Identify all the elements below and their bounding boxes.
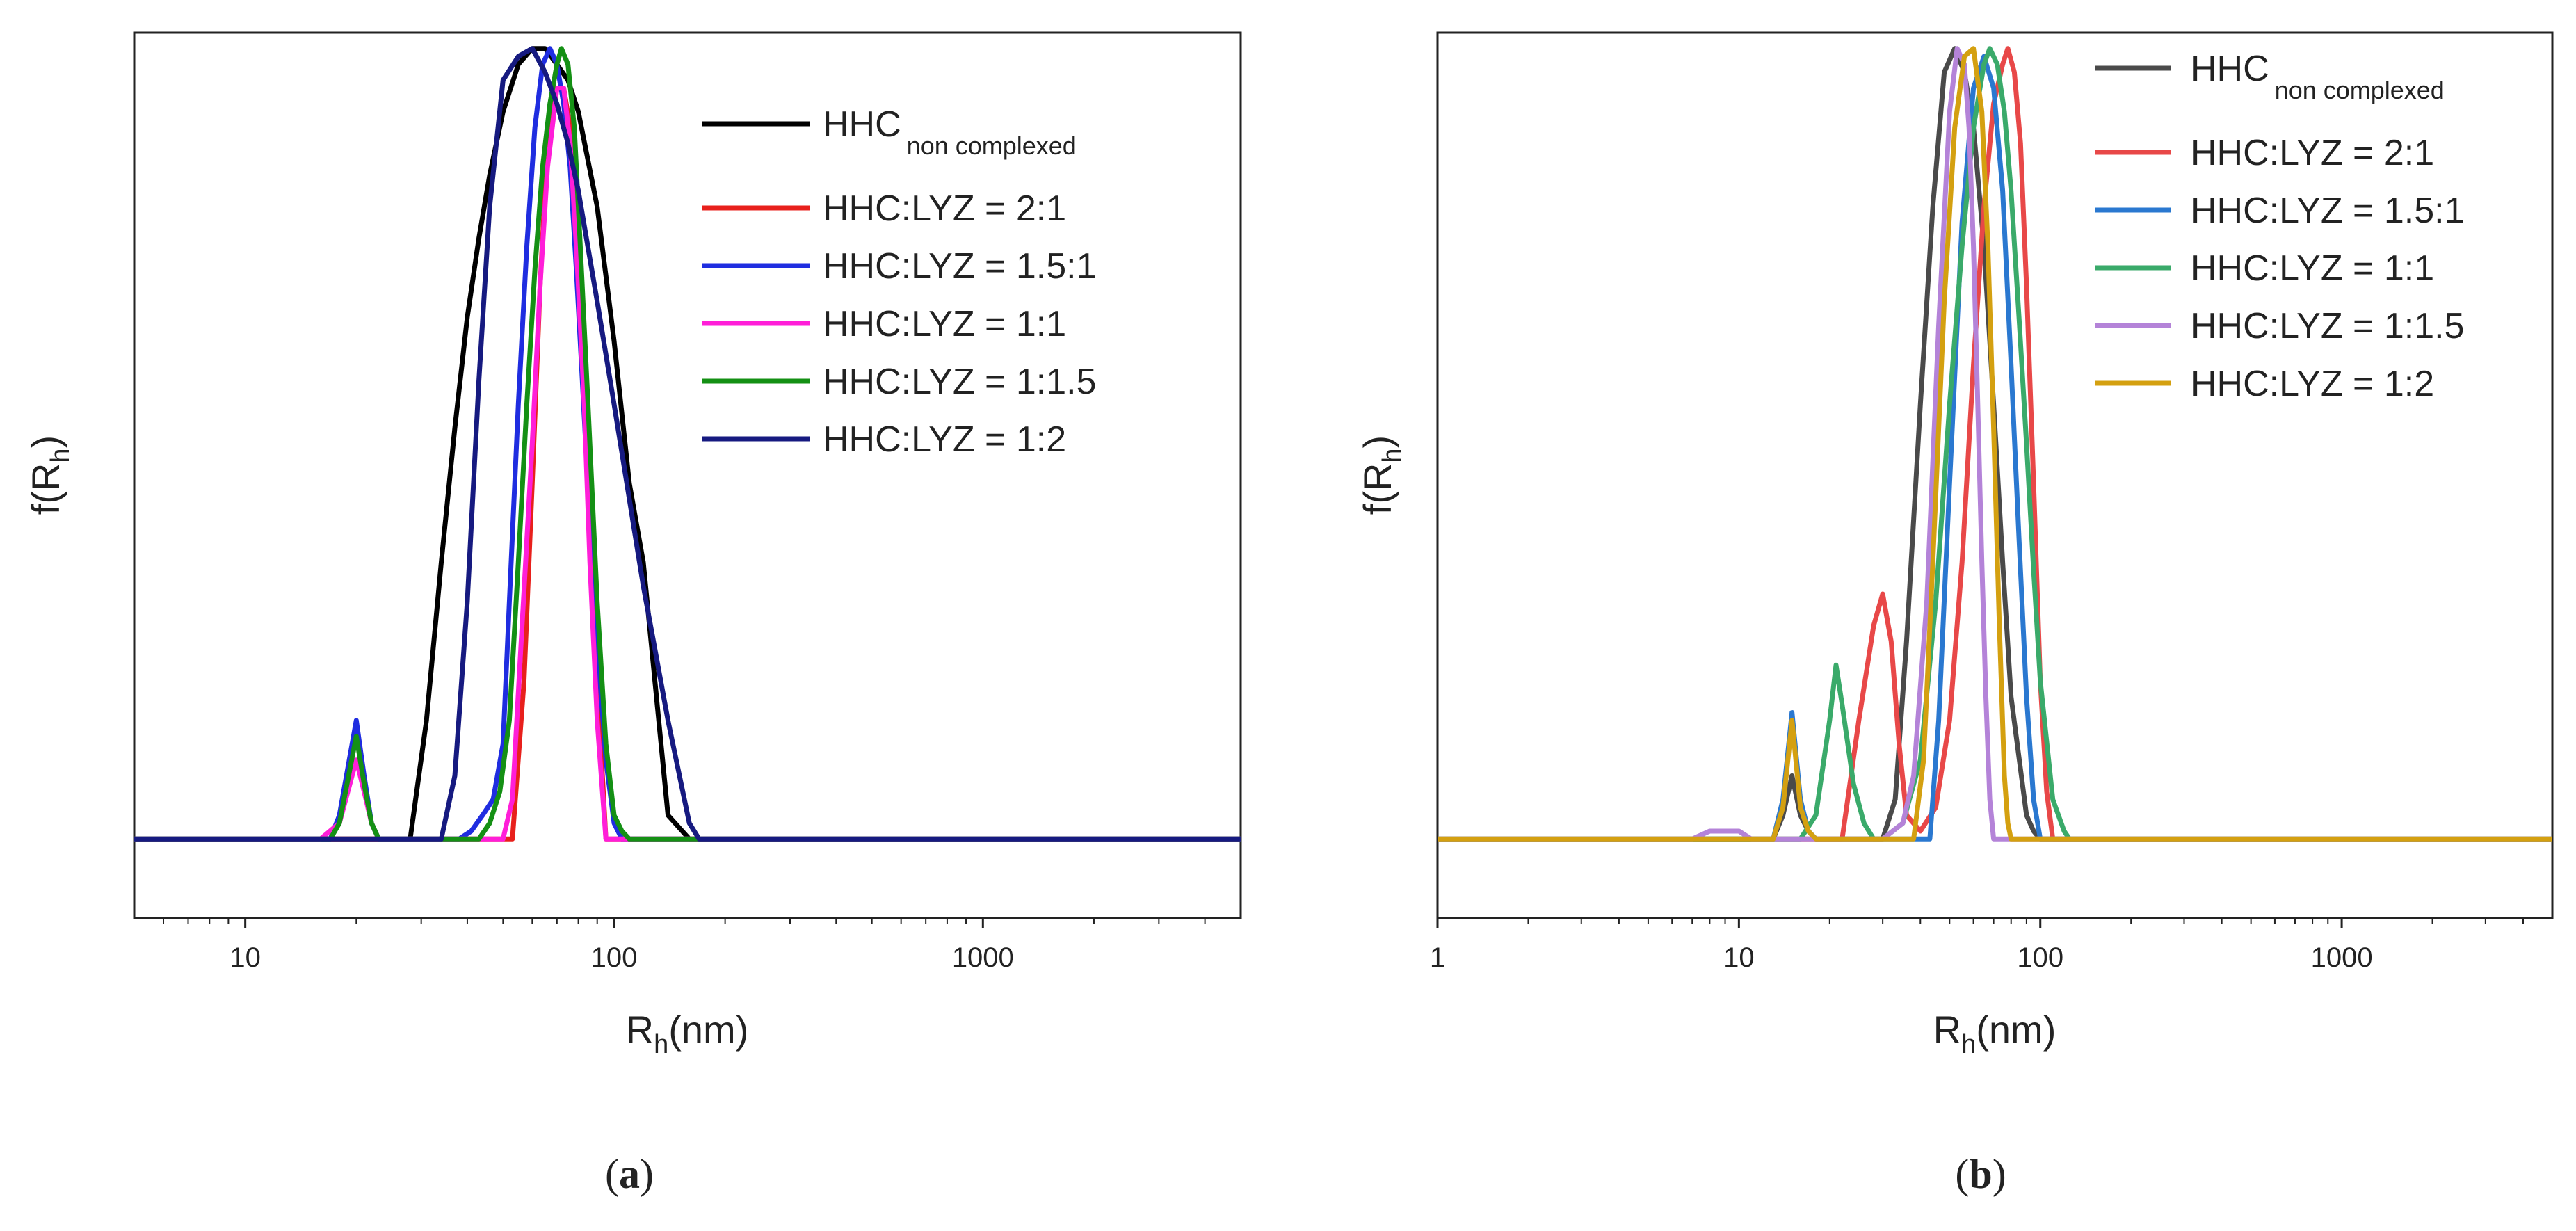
panel-a-series-line-2 xyxy=(134,46,1241,842)
panel-b-legend-label-0: HHCnon complexed xyxy=(2191,49,2445,104)
panel-a-series-line-0 xyxy=(134,46,1241,842)
panel-b-y-axis-label: f(Rh) xyxy=(1355,435,1407,515)
panel-b-plot-frame xyxy=(1436,31,2554,919)
panel-a-x-axis-label: Rh(nm) xyxy=(626,1008,749,1059)
panel-a-ticks: 10 100 1000 xyxy=(162,918,1206,973)
panel-b-series-line-3 xyxy=(1438,46,2552,842)
panel-a-series xyxy=(134,46,1241,842)
panel-b-x-axis-label: Rh(nm) xyxy=(1933,1008,2056,1059)
panel-a-legend: HHCnon complexed HHC:LYZ = 2:1 HHC:LYZ = 1… xyxy=(702,104,1097,460)
panel-a-legend-label-2: HHC:LYZ = 1.5:1 xyxy=(823,246,1097,287)
panel-b-x-tick-label-2: 100 xyxy=(2017,942,2063,973)
panel-b-x-tick-label-0: 1 xyxy=(1430,942,1445,973)
panel-a-x-tick-label-1: 100 xyxy=(591,942,638,973)
panel-a-legend-label-3: HHC:LYZ = 1:1 xyxy=(823,304,1066,344)
panel-a-y-axis-label: f(Rh) xyxy=(24,435,75,515)
panel-a-series-line-4 xyxy=(134,46,1241,842)
panel-b: 1 10 100 1000 HHCnon complexed HHC:LYZ = 2:1… xyxy=(1355,31,2554,1197)
panel-a-legend-label-1: HHC:LYZ = 2:1 xyxy=(823,188,1066,229)
panel-a-series-line-1 xyxy=(134,86,1241,842)
panel-a-x-tick-label-0: 10 xyxy=(230,942,261,973)
panel-b-ticks: 1 10 100 1000 xyxy=(1430,918,2525,973)
panel-b-x-tick-label-1: 10 xyxy=(1723,942,1755,973)
panel-b-legend-label-4: HHC:LYZ = 1:1.5 xyxy=(2191,306,2465,346)
panel-a-legend-label-4: HHC:LYZ = 1:1.5 xyxy=(823,362,1097,402)
panel-a-plot-frame xyxy=(133,31,1242,919)
panel-b-series-line-5 xyxy=(1438,46,2552,842)
panel-a-series-line-5 xyxy=(134,46,1241,842)
panel-b-series-line-1 xyxy=(1438,46,2552,842)
panel-b-legend: HHCnon complexed HHC:LYZ = 2:1 HHC:LYZ = 1… xyxy=(2095,49,2465,404)
panel-a-label: (a) xyxy=(605,1151,654,1197)
panel-b-series-line-4 xyxy=(1438,46,2552,842)
panel-b-legend-label-3: HHC:LYZ = 1:1 xyxy=(2191,248,2434,289)
panel-a-series-line-3 xyxy=(134,86,1241,842)
panel-b-legend-label-5: HHC:LYZ = 1:2 xyxy=(2191,364,2434,404)
panel-b-series xyxy=(1438,46,2552,842)
panel-a-x-tick-label-2: 1000 xyxy=(952,942,1014,973)
panel-b-legend-label-2: HHC:LYZ = 1.5:1 xyxy=(2191,191,2465,231)
panel-b-label: (b) xyxy=(1955,1151,2006,1197)
panel-b-x-tick-label-3: 1000 xyxy=(2311,942,2373,973)
panel-b-legend-label-1: HHC:LYZ = 2:1 xyxy=(2191,133,2434,173)
panel-a-legend-label-0: HHCnon complexed xyxy=(823,104,1077,160)
panel-a-legend-label-5: HHC:LYZ = 1:2 xyxy=(823,419,1066,460)
